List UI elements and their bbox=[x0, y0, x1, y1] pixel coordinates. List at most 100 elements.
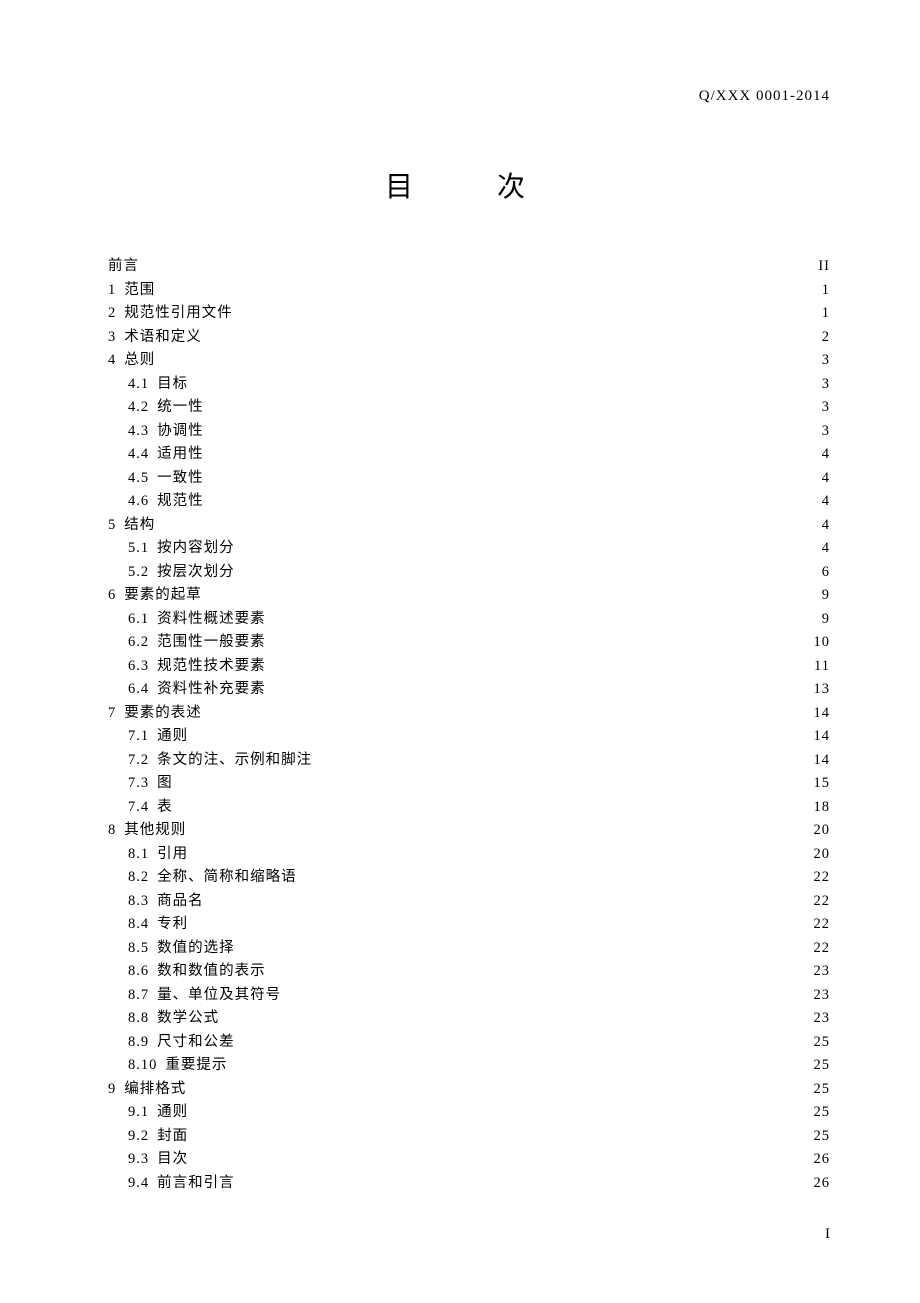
toc-entry: 6.3规范性技术要素11 bbox=[108, 655, 830, 679]
toc-entry-text: 范围 bbox=[124, 279, 155, 303]
toc-entry-number: 6.2 bbox=[128, 631, 149, 655]
toc-entry-page: 9 bbox=[806, 608, 830, 632]
toc-entry-page: 6 bbox=[806, 561, 830, 585]
toc-entry: 7.1通则14 bbox=[108, 725, 830, 749]
toc-entry-number: 8.1 bbox=[128, 843, 149, 867]
toc-entry-page: 22 bbox=[806, 913, 830, 937]
toc-entry-text: 术语和定义 bbox=[124, 326, 202, 350]
toc-entry-number: 8 bbox=[108, 819, 116, 843]
toc-entry-text: 数值的选择 bbox=[157, 937, 235, 961]
toc-entry-number: 9.3 bbox=[128, 1148, 149, 1172]
toc-entry: 4.4适用性4 bbox=[108, 443, 830, 467]
toc-entry-page: 20 bbox=[806, 843, 830, 867]
toc-entry-number: 4.4 bbox=[128, 443, 149, 467]
toc-entry: 4.3协调性3 bbox=[108, 420, 830, 444]
toc-entry: 9.3目次26 bbox=[108, 1148, 830, 1172]
toc-entry-number: 8.10 bbox=[128, 1054, 157, 1078]
toc-entry-text: 一致性 bbox=[157, 467, 204, 491]
toc-entry-number: 9 bbox=[108, 1078, 116, 1102]
toc-entry: 8.2全称、简称和缩略语22 bbox=[108, 866, 830, 890]
toc-entry-number: 7.4 bbox=[128, 796, 149, 820]
toc-entry-text: 按层次划分 bbox=[157, 561, 235, 585]
page-container: Q/XXX 0001-2014 目 次 前言II1范围12规范性引用文件13术语… bbox=[0, 0, 920, 1303]
toc-entry-number: 4.5 bbox=[128, 467, 149, 491]
toc-entry-text: 按内容划分 bbox=[157, 537, 235, 561]
toc-entry: 8.9尺寸和公差25 bbox=[108, 1031, 830, 1055]
toc-entry: 8.8数学公式23 bbox=[108, 1007, 830, 1031]
toc-entry-page: 14 bbox=[806, 702, 830, 726]
toc-entry-page: 3 bbox=[806, 396, 830, 420]
toc-entry-number: 1 bbox=[108, 279, 116, 303]
toc-entry-page: 1 bbox=[806, 279, 830, 303]
toc-entry: 9.4前言和引言26 bbox=[108, 1172, 830, 1196]
toc-entry-number: 4.1 bbox=[128, 373, 149, 397]
toc-entry-page: 14 bbox=[806, 725, 830, 749]
toc-entry: 7.2条文的注、示例和脚注14 bbox=[108, 749, 830, 773]
toc-entry-text: 尺寸和公差 bbox=[157, 1031, 235, 1055]
toc-entry-page: 2 bbox=[806, 326, 830, 350]
toc-entry-text: 数学公式 bbox=[157, 1007, 219, 1031]
toc-entry-page: 4 bbox=[806, 443, 830, 467]
toc-entry-number: 9.4 bbox=[128, 1172, 149, 1196]
toc-entry-text: 要素的表述 bbox=[124, 702, 202, 726]
toc-entry-page: 25 bbox=[806, 1078, 830, 1102]
toc-entry: 8 其他规则 20 bbox=[108, 819, 830, 843]
toc-entry: 8.3商品名22 bbox=[108, 890, 830, 914]
toc-entry-number: 7.3 bbox=[128, 772, 149, 796]
toc-entry-number: 7.2 bbox=[128, 749, 149, 773]
toc-entry-text: 规范性技术要素 bbox=[157, 655, 266, 679]
toc-entry: 6要素的起草9 bbox=[108, 584, 830, 608]
toc-entry: 8.5数值的选择22 bbox=[108, 937, 830, 961]
toc-entry: 8.6数和数值的表示23 bbox=[108, 960, 830, 984]
toc-entry: 5.1按内容划分4 bbox=[108, 537, 830, 561]
table-of-contents: 前言II1范围12规范性引用文件13术语和定义24总则34.1目标34.2统一性… bbox=[108, 255, 830, 1195]
toc-entry: 8.7量、单位及其符号23 bbox=[108, 984, 830, 1008]
toc-entry-text: 范围性一般要素 bbox=[157, 631, 266, 655]
toc-entry-text: 通则 bbox=[157, 1101, 188, 1125]
toc-entry-text: 要素的起草 bbox=[124, 584, 202, 608]
toc-entry-page: II bbox=[806, 255, 830, 279]
toc-entry-page: 3 bbox=[806, 349, 830, 373]
toc-entry-number: 9.2 bbox=[128, 1125, 149, 1149]
toc-entry-text: 规范性 bbox=[157, 490, 204, 514]
toc-entry-text: 封面 bbox=[157, 1125, 188, 1149]
toc-entry-text: 全称、简称和缩略语 bbox=[157, 866, 297, 890]
toc-entry-text: 通则 bbox=[157, 725, 188, 749]
toc-entry: 4.5一致性4 bbox=[108, 467, 830, 491]
toc-entry-page: 3 bbox=[806, 420, 830, 444]
toc-entry: 4.6规范性4 bbox=[108, 490, 830, 514]
toc-entry: 5.2按层次划分6 bbox=[108, 561, 830, 585]
toc-entry-page: 26 bbox=[806, 1172, 830, 1196]
toc-entry: 6.4资料性补充要素13 bbox=[108, 678, 830, 702]
toc-entry: 7.3图15 bbox=[108, 772, 830, 796]
toc-entry-page: 23 bbox=[806, 960, 830, 984]
toc-entry-number: 6.3 bbox=[128, 655, 149, 679]
toc-entry: 4.2统一性3 bbox=[108, 396, 830, 420]
toc-entry-page: 10 bbox=[806, 631, 830, 655]
toc-entry-number: 6.4 bbox=[128, 678, 149, 702]
toc-entry-text: 其他规则 bbox=[124, 819, 186, 843]
toc-entry: 8.1 引用 20 bbox=[108, 843, 830, 867]
toc-entry-text: 引用 bbox=[157, 843, 188, 867]
toc-entry-text: 结构 bbox=[124, 514, 155, 538]
toc-entry-text: 商品名 bbox=[157, 890, 204, 914]
toc-entry-number: 6 bbox=[108, 584, 116, 608]
toc-entry-text: 专利 bbox=[157, 913, 188, 937]
toc-entry-number: 8.5 bbox=[128, 937, 149, 961]
toc-entry-page: 3 bbox=[806, 373, 830, 397]
toc-entry-number: 8.6 bbox=[128, 960, 149, 984]
page-number-footer: I bbox=[825, 1226, 830, 1243]
toc-entry-page: 4 bbox=[806, 537, 830, 561]
toc-entry-page: 1 bbox=[806, 302, 830, 326]
toc-entry-number: 8.2 bbox=[128, 866, 149, 890]
toc-entry-number: 8.9 bbox=[128, 1031, 149, 1055]
toc-entry-text: 资料性补充要素 bbox=[157, 678, 266, 702]
toc-entry-page: 25 bbox=[806, 1125, 830, 1149]
toc-entry-text: 规范性引用文件 bbox=[124, 302, 233, 326]
toc-entry: 8.4专利22 bbox=[108, 913, 830, 937]
toc-entry: 2规范性引用文件1 bbox=[108, 302, 830, 326]
toc-entry-page: 15 bbox=[806, 772, 830, 796]
toc-entry-page: 20 bbox=[806, 819, 830, 843]
toc-entry-number: 4.6 bbox=[128, 490, 149, 514]
toc-entry-number: 6.1 bbox=[128, 608, 149, 632]
